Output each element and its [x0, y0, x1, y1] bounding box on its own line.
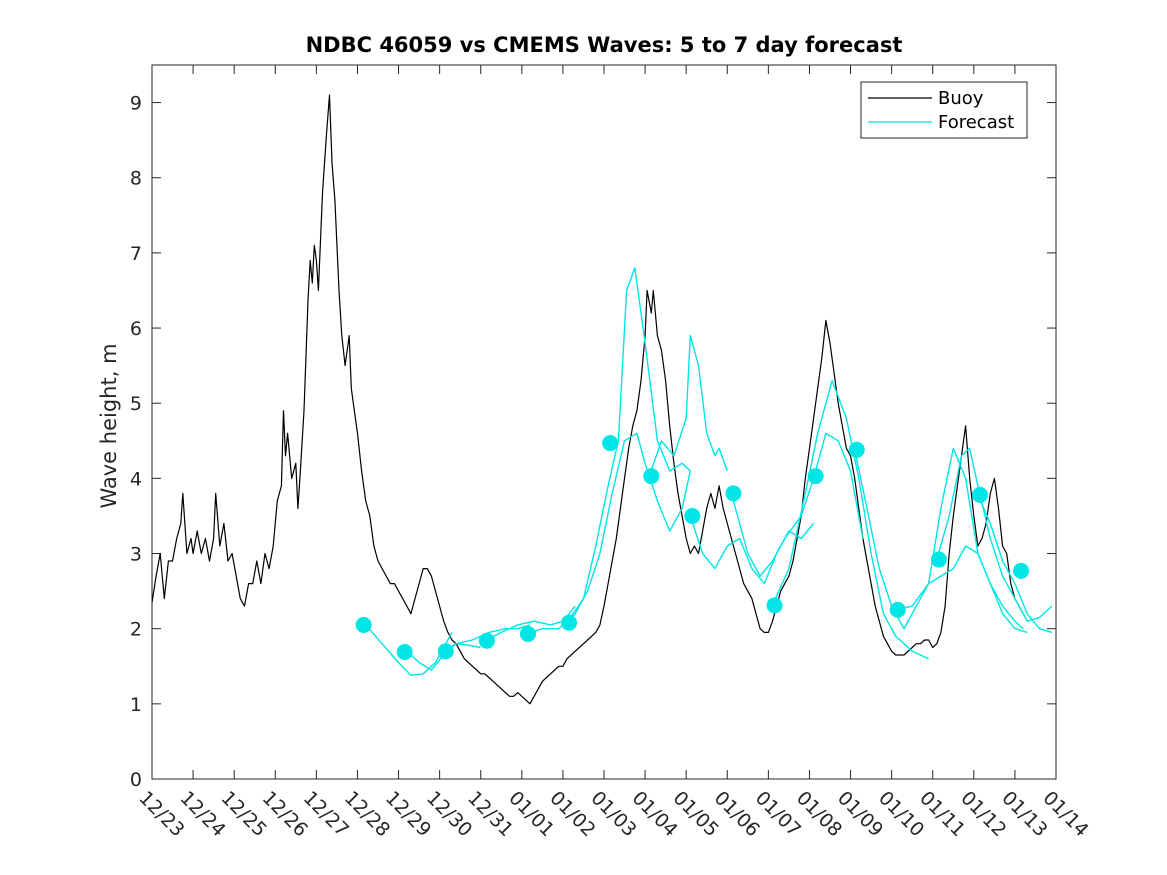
y-tick-label: 6 — [130, 318, 142, 340]
forecast-marker — [1013, 562, 1030, 579]
forecast-run-line — [730, 432, 864, 577]
forecast-marker — [643, 468, 660, 485]
forecast-run-line — [566, 267, 691, 624]
forecast-marker — [478, 632, 495, 649]
forecast-marker — [807, 468, 824, 485]
legend-label-buoy: Buoy — [938, 88, 984, 109]
legend: Buoy Forecast — [860, 81, 1028, 139]
plot-area: 012345678912/2312/2412/2512/2612/2712/28… — [130, 64, 1093, 841]
y-axis-label: Wave height, m — [97, 343, 121, 508]
forecast-marker — [684, 507, 701, 524]
forecast-marker — [889, 601, 906, 618]
forecast-marker — [396, 643, 413, 660]
forecast-marker — [561, 614, 578, 631]
forecast-marker — [602, 435, 619, 452]
y-tick-label: 3 — [130, 544, 142, 566]
forecast-marker — [930, 551, 947, 568]
forecast-run-line — [525, 432, 691, 635]
forecast-run-line — [648, 334, 728, 477]
forecast-run-line — [443, 624, 531, 652]
legend-box — [860, 81, 1028, 139]
y-tick-label: 8 — [130, 168, 142, 190]
y-tick-label: 7 — [130, 243, 142, 265]
data-layer — [152, 94, 1053, 705]
forecast-marker — [848, 441, 865, 458]
forecast-run-line — [936, 447, 1053, 622]
forecast-marker — [766, 597, 783, 614]
forecast-run-line — [977, 494, 1053, 634]
forecast-marker — [725, 485, 742, 502]
y-tick-label: 9 — [130, 93, 142, 115]
y-tick-label: 4 — [130, 468, 142, 490]
forecast-marker — [355, 616, 372, 633]
forecast-run-line — [854, 449, 1028, 634]
forecast-run-line — [689, 515, 815, 585]
y-tick-label: 2 — [130, 619, 142, 641]
legend-label-forecast: Forecast — [938, 112, 1014, 133]
y-tick-label: 0 — [130, 769, 142, 791]
axes-box — [151, 64, 1057, 780]
forecast-marker — [971, 486, 988, 503]
forecast-marker — [519, 625, 536, 642]
chart-title: NDBC 46059 vs CMEMS Waves: 5 to 7 day fo… — [306, 33, 903, 57]
y-tick-label: 1 — [130, 694, 142, 716]
series-line-buoy — [152, 94, 1024, 705]
forecast-run-line — [895, 447, 1024, 630]
forecast-marker — [437, 643, 454, 660]
y-tick-label: 5 — [130, 393, 142, 415]
